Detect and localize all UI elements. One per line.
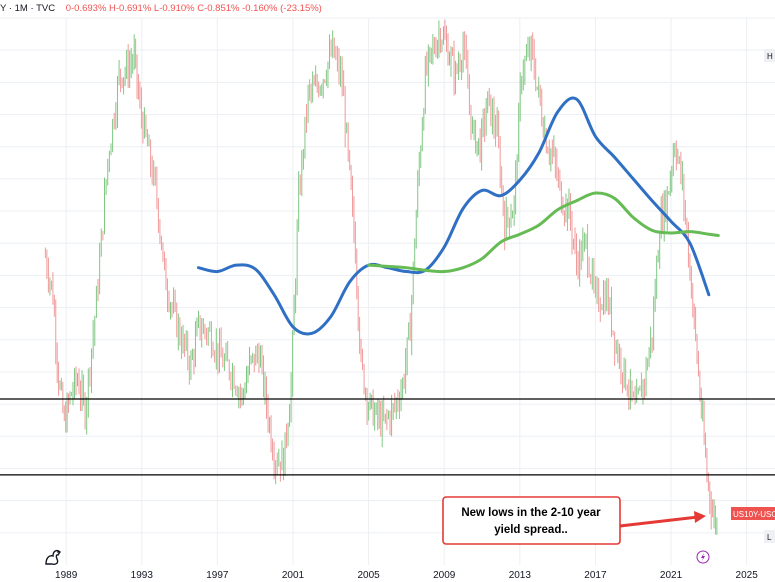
chart-legend: Y · 1M · TVC 0-0.693% H-0.691% L-0.910% … [0,3,322,14]
annotation-line2: yield spread.. [494,524,568,536]
symbol-label[interactable]: Y · 1M · TVC [0,3,56,14]
x-tick-label: 2025 [736,570,759,581]
annotation-line1: New lows in the 2-10 year [461,507,601,519]
x-tick-label: 2013 [509,570,532,581]
price-tag: US10Y-USO [731,507,775,520]
support-lines [0,398,775,476]
annotation-arrow [619,515,699,528]
x-tick-label: 1997 [206,570,229,581]
x-tick-label: 1993 [131,570,154,581]
x-tick-label: 2009 [433,570,456,581]
x-tick-label: 2001 [282,570,305,581]
moving-average-green [367,191,720,274]
x-tick-label: 2005 [357,570,380,581]
candles-group [44,19,718,535]
high-marker: H [764,49,775,62]
ohlc-values: 0-0.693% H-0.691% L-0.910% C-0.851% -0.1… [65,3,322,14]
x-axis: 1989 1993 1997 2001 2005 2009 2013 2017 2021 2025 [55,570,758,581]
annotation: New lows in the 2-10 year yield spread.. [442,496,706,545]
annotation-box [442,496,621,545]
low-label: L [767,533,772,542]
high-label: H [767,52,773,61]
price-tag-label: US10Y-USO [733,510,775,519]
x-tick-label: 1989 [55,570,78,581]
chart-grid [0,17,775,565]
lightning-icon[interactable] [696,550,710,564]
tradingview-logo-icon [45,549,61,565]
arrow-head-icon [694,511,706,523]
moving-averages [196,96,720,336]
x-tick-label: 2021 [660,570,683,581]
low-marker: L [764,530,775,543]
moving-average-blue [196,96,711,336]
x-tick-label: 2017 [584,570,607,581]
